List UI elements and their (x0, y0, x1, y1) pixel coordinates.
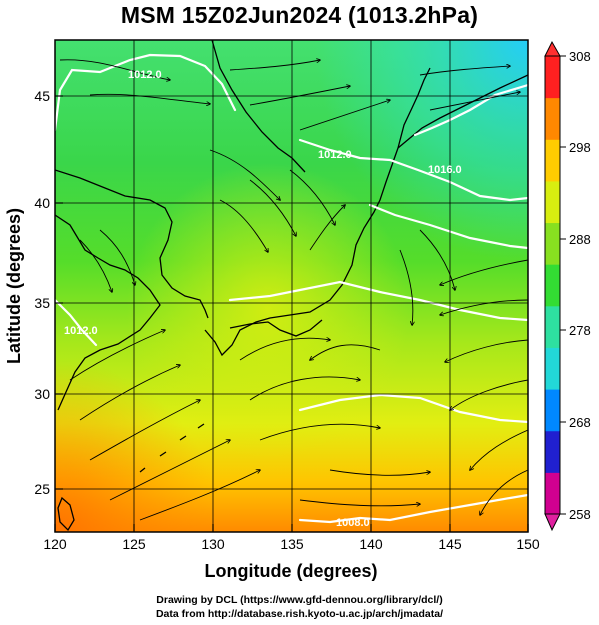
colorbar-cell (545, 472, 560, 515)
temperature-field (55, 40, 528, 532)
colorbar-cell (545, 389, 560, 432)
isobar-labels: 1012.0 1012.0 1016.0 1012.0 1008.0 (64, 69, 462, 529)
colorbar-cell (545, 222, 560, 265)
footer-credit-drawing: Drawing by DCL (https://www.gfd-dennou.o… (156, 594, 443, 606)
x-axis-title: Longitude (degrees) (204, 561, 377, 581)
colorbar-cell (545, 139, 560, 182)
colorbar-cell (545, 180, 560, 224)
y-tick-label: 25 (34, 481, 50, 497)
footer-credit-data: Data from http://database.rish.kyoto-u.a… (155, 608, 444, 620)
isobar-label: 1008.0 (336, 517, 370, 529)
colorbar: 308 298 288 278 268 258 (544, 40, 591, 532)
colorbar-tick-label: 288 (569, 232, 591, 247)
x-tick-label: 120 (43, 536, 67, 552)
x-tick-label: 125 (122, 536, 146, 552)
colorbar-cell (545, 430, 560, 473)
colorbar-tick-labels: 308 298 288 278 268 258 (569, 49, 591, 522)
colorbar-tick-label: 298 (569, 140, 591, 155)
colorbar-top-triangle (544, 40, 561, 57)
colorbar-cell (545, 264, 560, 307)
colorbar-tick-label: 278 (569, 323, 591, 338)
isobar-label: 1016.0 (428, 164, 462, 176)
colorbar-ticks (560, 55, 566, 515)
colorbar-cell (545, 305, 560, 348)
x-tick-labels: 120 125 130 135 140 145 150 (43, 536, 540, 552)
axis-ticks (54, 95, 529, 532)
y-tick-label: 45 (34, 88, 50, 104)
y-tick-label: 35 (34, 295, 50, 311)
colorbar-frame (544, 55, 561, 515)
x-tick-label: 150 (516, 536, 540, 552)
isobar-label: 1012.0 (128, 69, 162, 81)
x-tick-label: 145 (438, 536, 462, 552)
isobars (55, 53, 528, 524)
colorbar-tick-label: 258 (569, 507, 591, 522)
y-tick-label: 40 (34, 195, 50, 211)
wind-streamlines (59, 60, 528, 521)
x-tick-label: 140 (359, 536, 383, 552)
chart-title: MSM 15Z02Jun2024 (1013.2hPa) (120, 2, 479, 28)
colorbar-cells (545, 56, 560, 515)
colorbar-bottom-triangle (544, 513, 561, 532)
x-tick-label: 130 (201, 536, 225, 552)
colorbar-tick-label: 308 (569, 49, 591, 64)
y-axis-title: Latitude (degrees) (4, 208, 24, 364)
colorbar-cell (545, 347, 560, 390)
graticule (55, 40, 528, 532)
colorbar-cell (545, 97, 560, 140)
x-tick-label: 135 (280, 536, 304, 552)
isobar-label: 1012.0 (64, 325, 98, 337)
colorbar-tick-label: 268 (569, 415, 591, 430)
isobar-label: 1012.0 (318, 149, 352, 161)
y-tick-label: 30 (34, 386, 50, 402)
y-tick-labels: 25 30 35 40 45 (34, 88, 50, 497)
colorbar-cell (545, 56, 560, 99)
